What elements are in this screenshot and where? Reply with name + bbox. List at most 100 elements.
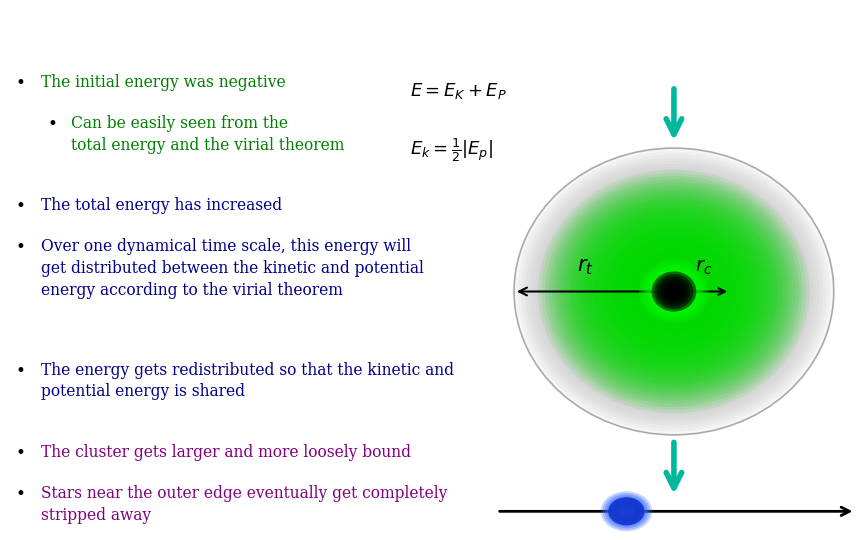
Ellipse shape [660, 279, 688, 303]
Ellipse shape [531, 164, 816, 419]
Ellipse shape [666, 285, 682, 299]
Text: Can be easily seen from the
total energy and the virial theorem: Can be easily seen from the total energy… [71, 115, 344, 154]
Ellipse shape [581, 208, 766, 375]
Ellipse shape [590, 217, 758, 367]
Text: •: • [16, 197, 25, 215]
Ellipse shape [611, 500, 642, 523]
Ellipse shape [628, 251, 720, 333]
Ellipse shape [556, 186, 791, 397]
Text: $E_k = \frac{1}{2}|E_p|$: $E_k = \frac{1}{2}|E_p|$ [410, 136, 493, 164]
Ellipse shape [621, 245, 727, 339]
Text: $r_t$: $r_t$ [577, 257, 594, 277]
Ellipse shape [644, 265, 704, 319]
Ellipse shape [625, 247, 723, 335]
Ellipse shape [605, 495, 648, 528]
Text: •: • [48, 115, 57, 133]
Ellipse shape [622, 508, 631, 515]
Ellipse shape [539, 170, 809, 413]
Text: Effects of Passing Mass on a Cluster (2): Effects of Passing Mass on a Cluster (2) [16, 12, 854, 50]
Ellipse shape [560, 190, 788, 394]
Ellipse shape [552, 182, 796, 401]
Ellipse shape [518, 151, 830, 431]
Text: $E = E_K + E_P$: $E = E_K + E_P$ [410, 81, 507, 101]
Ellipse shape [528, 161, 820, 422]
Ellipse shape [546, 177, 802, 406]
Ellipse shape [658, 276, 690, 306]
Ellipse shape [556, 185, 792, 398]
Ellipse shape [545, 176, 803, 407]
Ellipse shape [542, 173, 806, 410]
Ellipse shape [604, 229, 744, 354]
Text: •: • [16, 74, 25, 92]
Ellipse shape [664, 282, 684, 301]
Ellipse shape [666, 285, 682, 298]
Ellipse shape [655, 274, 693, 309]
Ellipse shape [615, 503, 638, 520]
Ellipse shape [653, 273, 695, 310]
Ellipse shape [658, 278, 689, 305]
Ellipse shape [651, 272, 696, 312]
Ellipse shape [632, 254, 716, 329]
Ellipse shape [587, 213, 761, 370]
Ellipse shape [570, 199, 778, 384]
Text: •: • [16, 239, 25, 256]
Ellipse shape [559, 188, 789, 395]
Ellipse shape [580, 207, 768, 376]
Ellipse shape [651, 271, 696, 312]
Ellipse shape [549, 179, 799, 404]
Ellipse shape [624, 509, 629, 514]
Ellipse shape [611, 235, 737, 348]
Text: The initial energy was negative: The initial energy was negative [41, 74, 286, 91]
Ellipse shape [575, 202, 773, 381]
Ellipse shape [609, 498, 644, 525]
Ellipse shape [656, 275, 692, 307]
Ellipse shape [567, 195, 781, 387]
Ellipse shape [563, 192, 785, 390]
Ellipse shape [566, 194, 782, 388]
Ellipse shape [646, 267, 702, 316]
Ellipse shape [543, 173, 805, 409]
Ellipse shape [608, 497, 645, 525]
Ellipse shape [521, 154, 827, 429]
Ellipse shape [619, 506, 633, 517]
Ellipse shape [600, 491, 652, 531]
Ellipse shape [607, 232, 740, 351]
Text: Stars near the outer edge eventually get completely
stripped away: Stars near the outer edge eventually get… [41, 485, 448, 524]
Ellipse shape [618, 241, 730, 342]
Ellipse shape [594, 219, 754, 363]
Ellipse shape [536, 167, 812, 416]
Ellipse shape [538, 170, 810, 413]
Ellipse shape [670, 287, 678, 295]
Ellipse shape [638, 260, 709, 323]
Ellipse shape [562, 191, 785, 392]
Text: Over one dynamical time scale, this energy will
get distributed between the kine: Over one dynamical time scale, this ener… [41, 239, 424, 299]
Ellipse shape [524, 158, 823, 426]
Ellipse shape [578, 205, 770, 378]
Text: The energy gets redistributed so that the kinetic and
potential energy is shared: The energy gets redistributed so that th… [41, 362, 454, 400]
Ellipse shape [607, 496, 646, 526]
Text: •: • [16, 444, 25, 462]
Ellipse shape [600, 226, 747, 357]
Text: $r_c$: $r_c$ [696, 259, 713, 277]
Ellipse shape [618, 504, 635, 518]
Text: •: • [16, 362, 25, 380]
Ellipse shape [514, 148, 834, 435]
Ellipse shape [602, 493, 651, 530]
Ellipse shape [661, 280, 687, 303]
Ellipse shape [613, 501, 639, 522]
Ellipse shape [597, 222, 751, 360]
Ellipse shape [573, 201, 775, 382]
Ellipse shape [641, 262, 707, 321]
Ellipse shape [664, 282, 684, 301]
Ellipse shape [635, 257, 713, 326]
Ellipse shape [649, 269, 699, 314]
Ellipse shape [576, 204, 772, 379]
Ellipse shape [550, 180, 798, 403]
Text: The total energy has increased: The total energy has increased [41, 197, 283, 214]
Ellipse shape [553, 183, 795, 400]
Ellipse shape [614, 238, 734, 345]
Ellipse shape [638, 260, 709, 323]
Ellipse shape [583, 210, 765, 373]
Text: •: • [16, 485, 25, 503]
Ellipse shape [672, 290, 676, 293]
